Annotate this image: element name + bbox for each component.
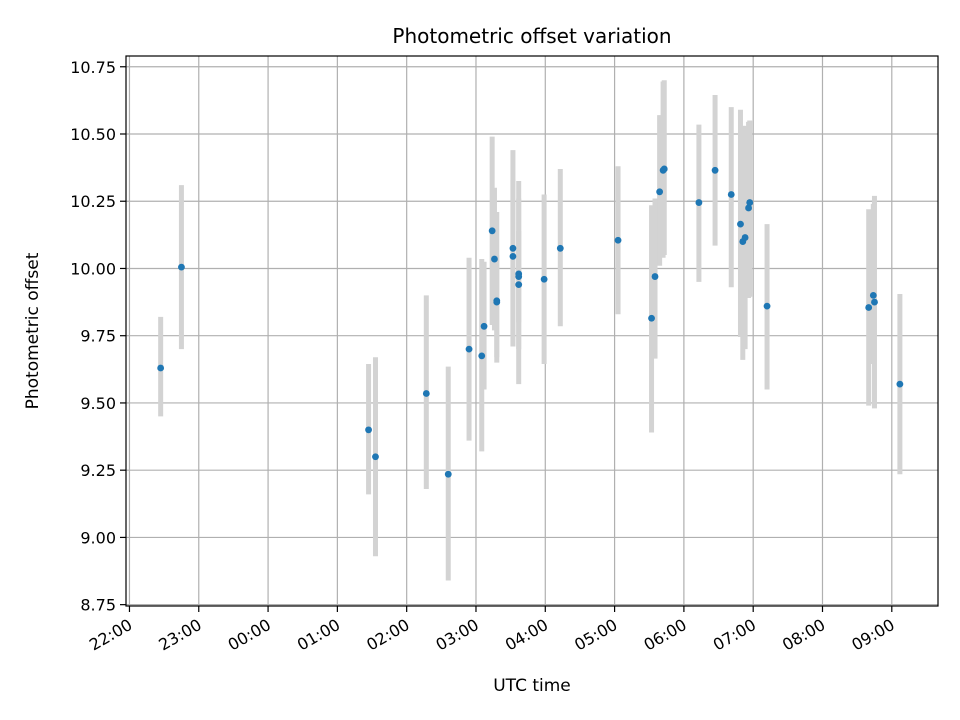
x-axis-label: UTC time [493, 676, 571, 696]
data-point [422, 390, 430, 397]
data-point [365, 426, 372, 434]
data-point [741, 234, 749, 241]
data-point [540, 275, 548, 283]
data-point [515, 281, 523, 289]
data-point [746, 199, 754, 206]
y-tick-label: 9.75 [80, 327, 116, 346]
data-point [509, 252, 517, 260]
y-tick-label: 10.50 [70, 125, 116, 144]
y-tick-label: 10.25 [70, 192, 116, 211]
grid-lines [126, 56, 938, 606]
data-point [727, 191, 735, 198]
data-points [157, 165, 904, 478]
data-point [444, 470, 452, 478]
data-point [614, 236, 622, 244]
data-point [509, 244, 517, 252]
y-tick-label: 8.75 [80, 596, 116, 615]
data-point [465, 345, 473, 353]
data-point [656, 188, 664, 196]
y-tick-label: 9.50 [80, 394, 116, 413]
chart-title: Photometric offset variation [392, 24, 671, 48]
data-point [157, 364, 165, 372]
data-point [178, 263, 185, 271]
data-point [763, 302, 771, 310]
data-point [488, 227, 496, 235]
data-point [869, 291, 877, 299]
data-point [648, 314, 655, 322]
y-tick-label: 9.00 [80, 528, 116, 547]
data-point [711, 166, 719, 174]
y-axis-ticks: 8.75 9.00 9.25 9.50 9.75 10.00 10.25 10.50 10.75 [70, 58, 126, 615]
plot-frame [125, 55, 939, 607]
data-point [491, 255, 498, 263]
data-point [745, 204, 752, 212]
data-point [871, 298, 878, 306]
data-point [556, 244, 564, 252]
y-axis-label: Photometric offset [23, 252, 43, 409]
data-point [695, 199, 703, 206]
data-point [478, 352, 486, 360]
data-point [515, 273, 523, 280]
data-point [372, 453, 379, 461]
data-point [660, 165, 668, 173]
y-tick-label: 10.75 [70, 58, 116, 77]
data-point [480, 322, 488, 330]
data-point [651, 273, 659, 280]
data-point [493, 298, 501, 306]
data-point [896, 380, 904, 388]
data-point [865, 304, 873, 311]
data-point [737, 220, 744, 228]
y-tick-label: 10.00 [70, 259, 116, 278]
y-tick-label: 9.25 [80, 461, 116, 480]
